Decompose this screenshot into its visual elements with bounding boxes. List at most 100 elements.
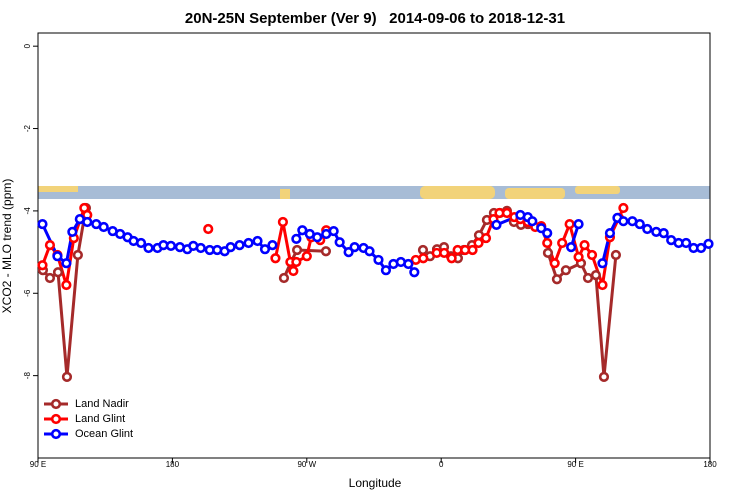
point: [373, 254, 384, 266]
land: [38, 186, 78, 192]
point: [597, 258, 608, 269]
point: [291, 256, 302, 268]
point: [37, 218, 48, 230]
point: [586, 249, 598, 261]
point: [380, 265, 392, 276]
point: [234, 239, 245, 251]
point: [277, 216, 289, 228]
point: [582, 272, 594, 284]
point: [37, 260, 48, 271]
land: [505, 188, 565, 199]
point: [259, 244, 271, 255]
point: [291, 233, 302, 245]
map-strip: [38, 186, 710, 199]
point: [598, 371, 610, 382]
point: [467, 244, 478, 256]
point: [52, 267, 64, 278]
point: [604, 228, 616, 239]
point: [409, 267, 420, 278]
series-line: [41, 207, 618, 379]
point: [590, 270, 602, 281]
point: [618, 202, 629, 214]
point: [291, 244, 303, 256]
point: [551, 274, 563, 285]
point: [491, 219, 502, 231]
x-axis-label: Longitude: [349, 476, 402, 490]
point: [446, 253, 457, 264]
point: [610, 249, 622, 261]
point: [618, 216, 629, 227]
point: [658, 228, 669, 239]
point: [542, 228, 553, 239]
point: [564, 218, 575, 230]
point: [61, 258, 72, 269]
x-tick-label: 0: [439, 460, 444, 469]
point: [549, 258, 560, 269]
y-axis-label: XCO2 - MLO trend (ppm): [0, 179, 14, 314]
point: [301, 251, 312, 262]
point: [560, 265, 571, 276]
point: [566, 242, 577, 253]
point: [67, 226, 78, 238]
y-tick-label: -2: [23, 124, 32, 132]
point: [328, 225, 339, 237]
legend-label: Ocean Glint: [75, 428, 133, 440]
point: [203, 223, 214, 235]
point: [501, 207, 513, 219]
point: [297, 225, 308, 236]
point: [557, 237, 568, 249]
y-tick-label: -8: [23, 372, 32, 380]
point: [403, 258, 414, 270]
legend-marker: [50, 398, 62, 410]
point: [579, 239, 590, 251]
point: [473, 237, 484, 249]
point: [252, 235, 263, 247]
legend-marker: [50, 428, 62, 440]
point: [634, 218, 645, 230]
legend-label: Land Nadir: [75, 398, 129, 410]
point: [52, 251, 63, 262]
point: [597, 279, 608, 291]
legend-label: Land Glint: [75, 413, 125, 425]
land: [420, 186, 495, 199]
point: [165, 240, 177, 252]
x-tick-label: 90 E: [30, 460, 46, 469]
land: [280, 189, 290, 199]
point: [542, 237, 553, 249]
point: [703, 238, 714, 249]
point: [480, 232, 492, 244]
point: [417, 244, 429, 256]
y-tick-label: -6: [23, 289, 32, 297]
point: [278, 272, 290, 284]
point: [573, 218, 584, 230]
x-tick-label: 180: [703, 460, 717, 469]
point: [270, 253, 281, 264]
point: [695, 242, 707, 254]
point: [44, 272, 56, 284]
point: [573, 251, 584, 263]
chart-title: 20N-25N September (Ver 9) 2014-09-06 to …: [185, 10, 565, 27]
point: [681, 237, 692, 249]
point: [82, 216, 93, 228]
y-tick-label: -4: [23, 207, 32, 215]
point: [195, 242, 206, 254]
point: [364, 246, 375, 257]
point: [334, 237, 345, 248]
point: [72, 249, 83, 261]
point: [288, 265, 299, 277]
point: [527, 216, 538, 227]
point: [143, 242, 154, 254]
land: [575, 186, 620, 194]
point: [418, 253, 429, 264]
point: [98, 221, 109, 233]
point: [225, 242, 236, 253]
point: [542, 247, 554, 259]
point: [44, 239, 56, 251]
point: [439, 247, 450, 259]
point: [267, 239, 278, 251]
point: [320, 246, 332, 257]
point: [135, 237, 147, 249]
point: [243, 237, 254, 249]
point: [61, 279, 72, 291]
y-tick-label: 0: [23, 43, 32, 48]
